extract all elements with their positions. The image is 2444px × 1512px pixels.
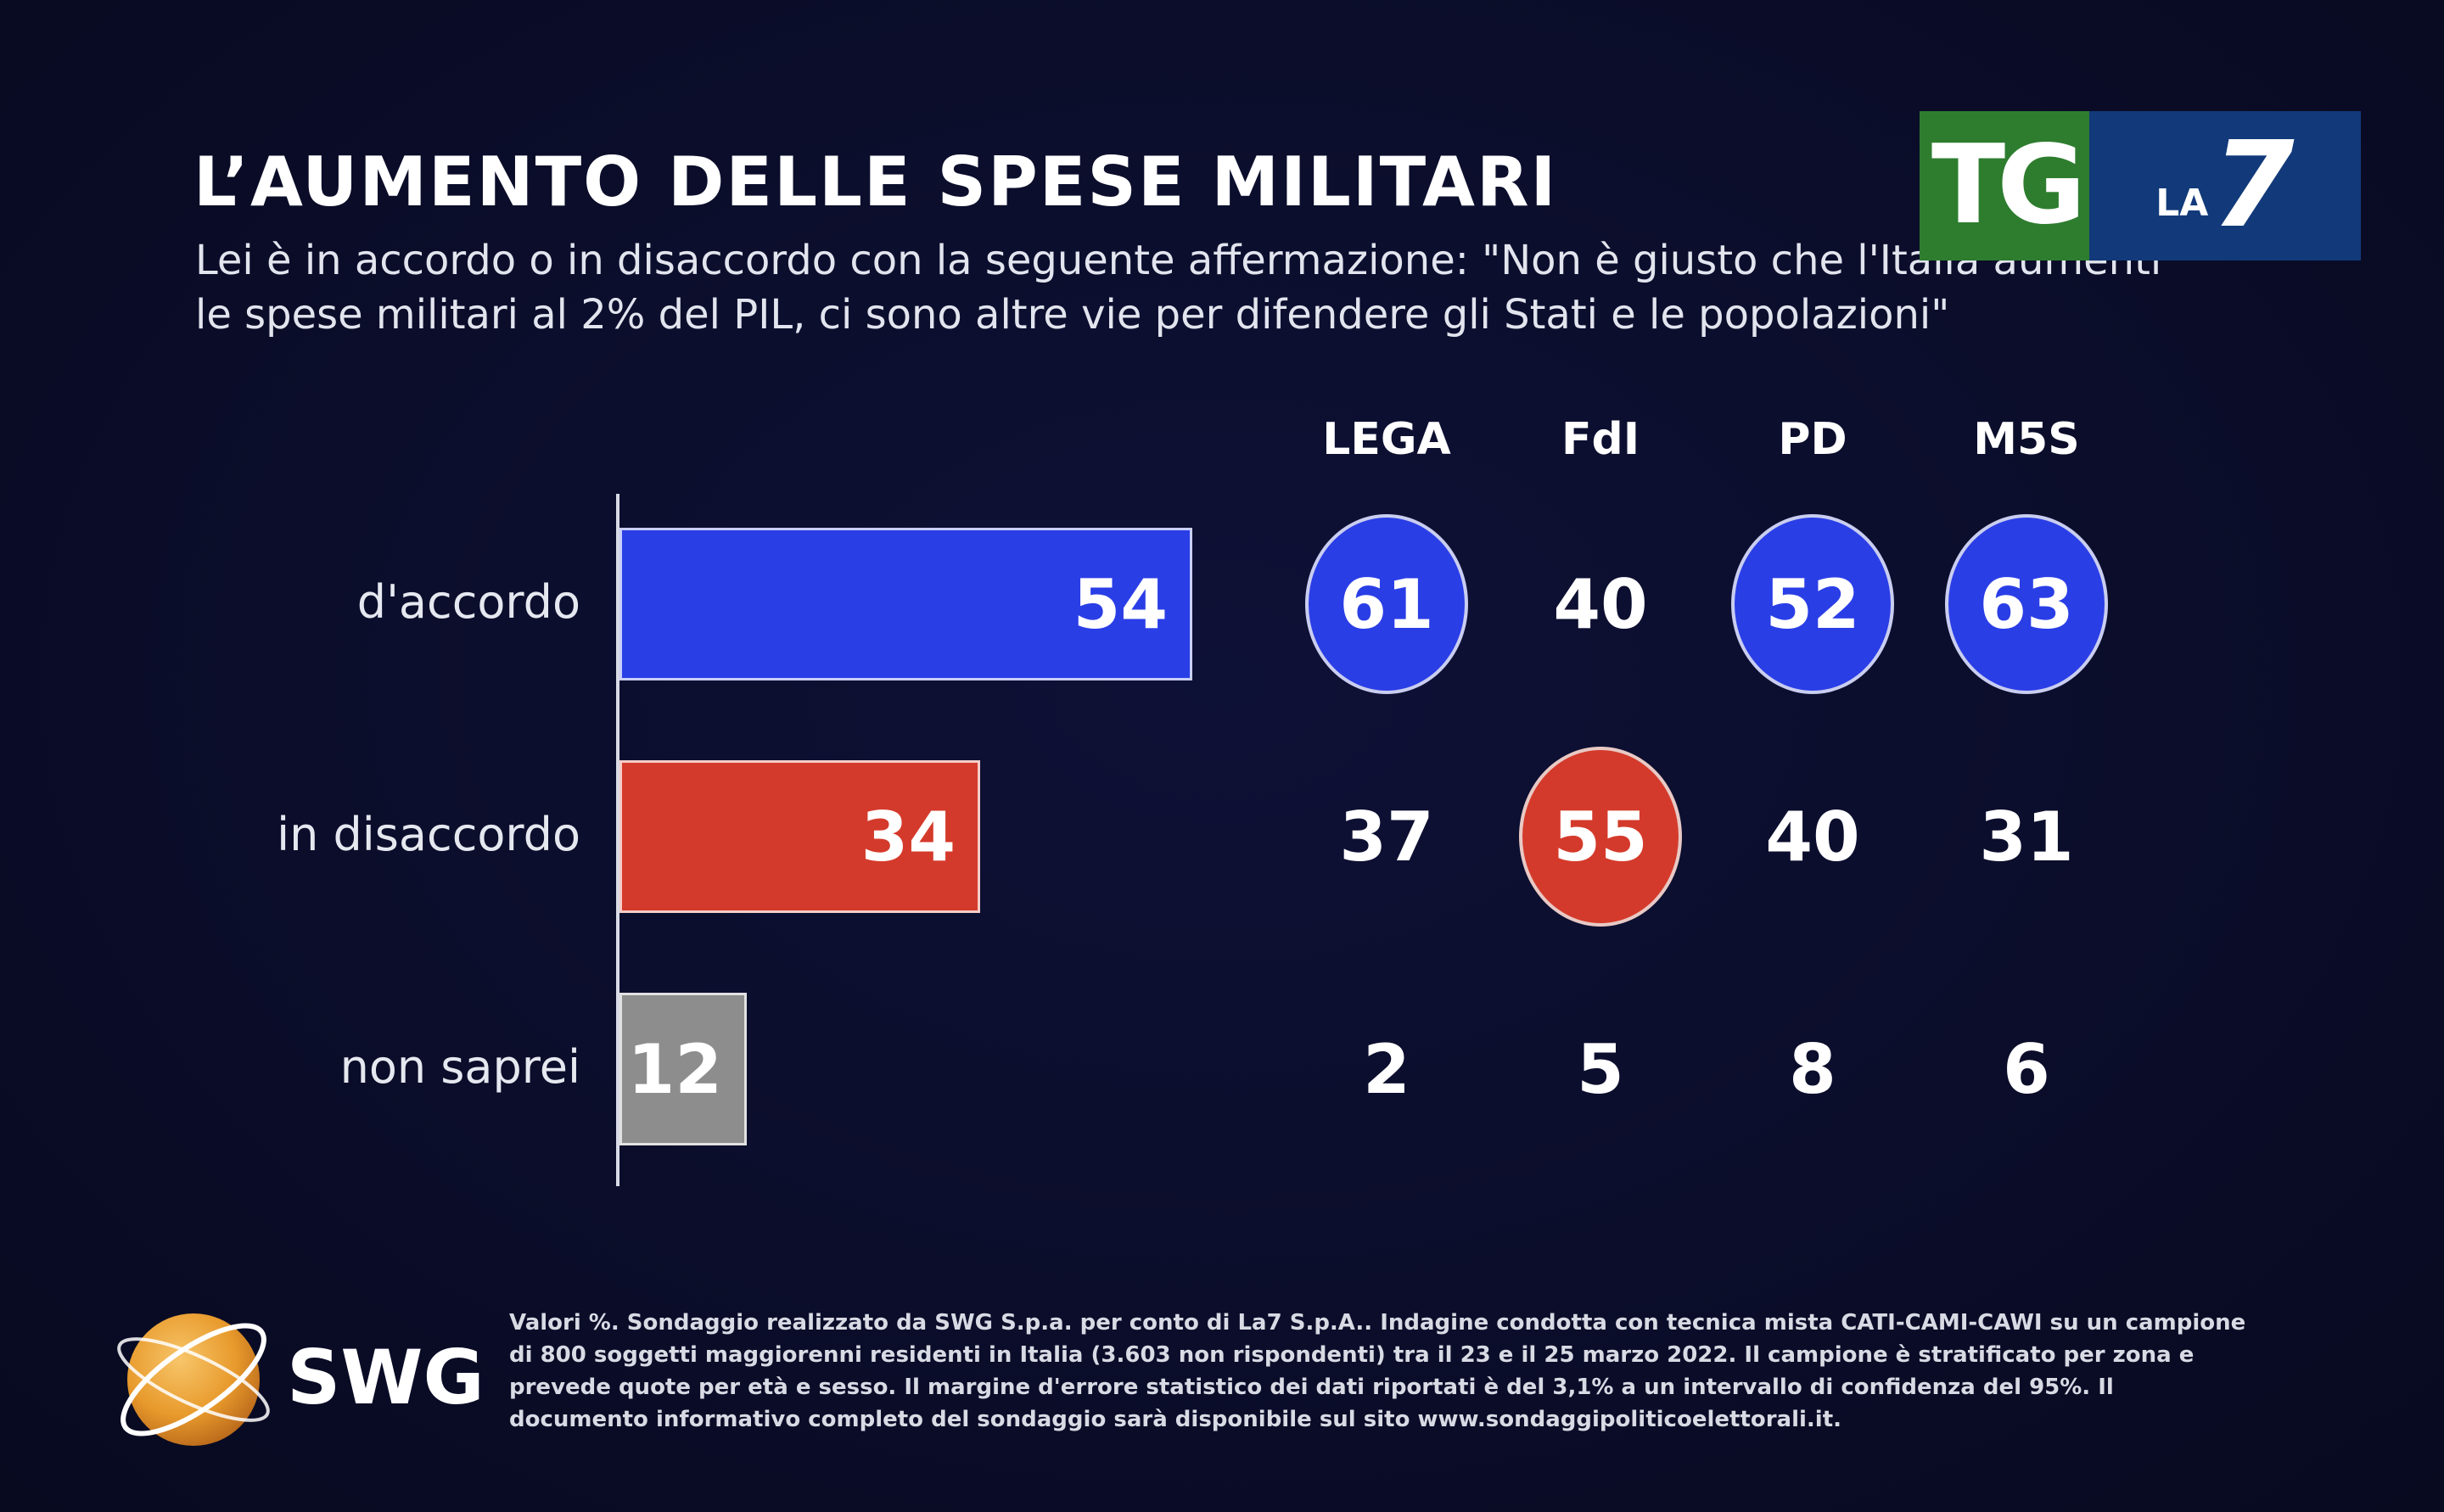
party-value: 6 <box>2003 1029 2050 1109</box>
highlighted-value-circle: 63 <box>1945 514 2108 694</box>
bar-value-label: 54 <box>1073 564 1168 644</box>
highlighted-value-circle: 52 <box>1731 514 1894 694</box>
party-header: M5S <box>1973 414 2080 465</box>
party-value: 31 <box>1979 797 2074 876</box>
party-value: 8 <box>1789 1029 1836 1109</box>
tg-la7-logo: TG LA 7 <box>1920 111 2361 260</box>
bar-blue: 54 <box>619 528 1192 680</box>
party-value: 2 <box>1363 1029 1410 1109</box>
row-label: d'accordo <box>356 575 580 629</box>
party-header: LEGA <box>1322 414 1451 465</box>
chart-subtitle: Lei è in accordo o in disaccordo con la … <box>195 237 2162 339</box>
la-logo-text: LA <box>2155 181 2209 225</box>
la7-logo-block: LA 7 <box>2089 111 2361 260</box>
party-value: 37 <box>1339 797 1434 876</box>
party-value: 5 <box>1577 1029 1624 1109</box>
bar-value-label: 34 <box>860 797 956 876</box>
swg-logo: SWG <box>109 1296 485 1458</box>
seven-logo-text: 7 <box>2211 116 2295 255</box>
tg-logo-block: TG <box>1920 111 2089 260</box>
methodology-note: Valori %. Sondaggio realizzato da SWG S.… <box>509 1310 2246 1432</box>
chart-axis-line <box>616 494 619 1186</box>
highlighted-value-circle: 61 <box>1305 514 1468 694</box>
swg-brand-text: SWG <box>287 1334 485 1421</box>
party-header: PD <box>1778 414 1847 465</box>
party-value: 40 <box>1553 564 1648 644</box>
tg-logo-text: TG <box>1931 122 2086 249</box>
swg-globe-icon <box>117 1313 270 1446</box>
row-label: non saprei <box>339 1040 580 1094</box>
bar-gray: 12 <box>619 993 747 1145</box>
bar-value-label: 12 <box>627 1029 722 1109</box>
highlighted-value-circle: 55 <box>1519 747 1682 927</box>
row-label: in disaccordo <box>277 808 580 861</box>
chart-title: L’AUMENTO DELLE SPESE MILITARI <box>193 143 1558 221</box>
party-value: 40 <box>1765 797 1860 876</box>
party-header: FdI <box>1561 414 1640 465</box>
bar-red: 34 <box>619 760 980 913</box>
